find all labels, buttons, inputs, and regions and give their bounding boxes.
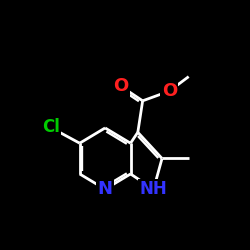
Text: O: O <box>113 77 128 95</box>
Text: O: O <box>162 82 177 100</box>
Text: NH: NH <box>140 180 168 198</box>
Text: Cl: Cl <box>42 118 60 136</box>
Text: N: N <box>98 180 112 198</box>
